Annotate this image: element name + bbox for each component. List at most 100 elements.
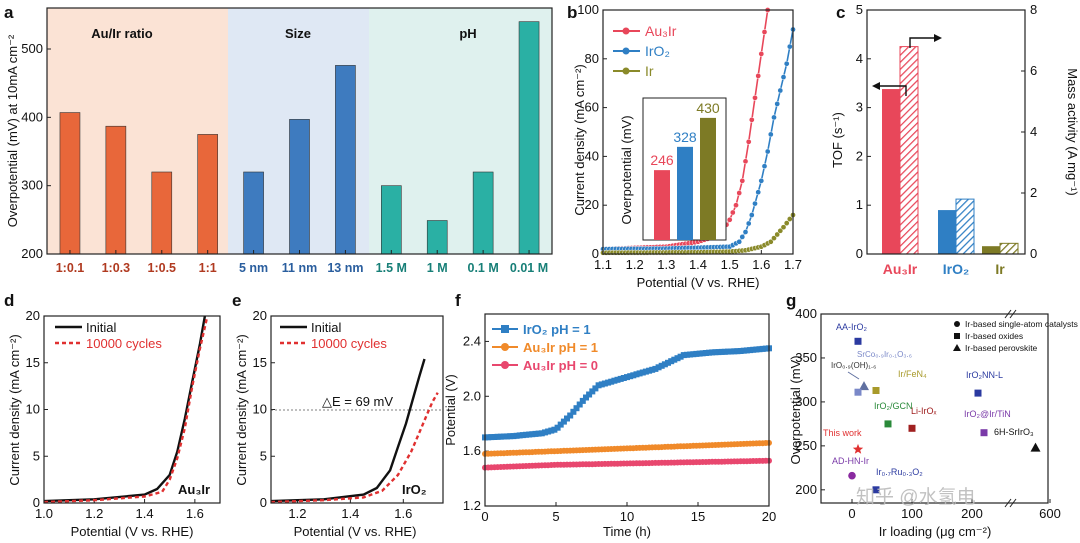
b-xtick-label-6: 1.7 [784,257,802,272]
c-arrowhead-right [934,34,942,42]
g-point-3 [872,387,880,394]
c-arrowhead-left [872,82,880,90]
f-legend-au3ir-ph0: Au₃Ir pH = 0 [523,358,598,373]
d-legend-cycles: 10000 cycles [86,336,162,351]
g-label-srcoiro: SrCo₀.₉Ir₀.₁O₃.₆ [857,350,912,359]
f-series-point-0-86 [753,346,760,353]
d-legend-initial: Initial [86,320,116,335]
b-series-point-1-52 [764,148,771,155]
f-series-point-0-17 [535,430,542,437]
f-series-point-0-1 [485,434,492,441]
f-series-point-0-16 [532,430,539,437]
f-series-point-0-81 [737,348,744,354]
e-y-axis-label: Current density (mA cm⁻²) [234,334,249,485]
f-series-point-0-56 [658,362,665,369]
f-series-point-0-44 [620,375,627,381]
f-series-point-0-38 [601,380,608,387]
b-series-point-2-53 [767,238,774,245]
a-group-title-size: Size [285,26,311,41]
a-ytick-label-3: 500 [21,41,43,56]
g-axis-break-3 [1004,498,1012,508]
b-series-point-2-56 [777,227,784,234]
e-delta-label: △E = 69 mV [322,394,393,409]
a-ytick-label-2: 400 [21,109,43,124]
a-bar-1-1 [289,119,310,255]
b-xtick-label-1: 1.2 [626,257,644,272]
f-series-point-0-39 [605,379,612,386]
c-left-ytick-label-2: 2 [856,148,863,163]
c-right-ytick-label-3: 6 [1030,63,1037,78]
b-series-point-0-48 [752,94,758,101]
b-series-point-1-46 [745,220,752,227]
g-legend-sac: Ir-based single-atom catalysts [965,319,1078,329]
f-series-point-0-49 [636,370,643,377]
f-series-point-0-58 [665,359,671,366]
a-category-label-2-2: 0.1 M [468,261,499,275]
f-series-point-0-6 [500,433,507,440]
f-series-point-0-8 [507,433,514,440]
c-left-ytick-label-1: 1 [856,197,863,212]
f-series-point-0-5 [497,433,504,440]
b-legend-marker-au3ir [622,27,630,35]
b-series-point-2-55 [774,231,781,238]
f-series-point-0-51 [642,368,649,375]
chart-d: 0 5 10 15 20 1.0 1.2 1.4 1.6 Initial 10000 cycle… [7,308,221,539]
b-series-point-1-53 [767,131,774,138]
c-bars: Au₃Ir IrO₂ Ir [882,46,1019,277]
g-label-iro-oh: IrO₀.₉(OH)₁.₆ [831,361,876,370]
g-points [847,337,1041,494]
f-series-point-0-4 [494,433,501,440]
f-series-point-0-13 [523,431,529,438]
a-y-ticks: 200 300 400 500 [21,41,51,261]
f-series-point-0-53 [649,366,656,373]
f-ytick-label-3: 2.4 [463,333,481,348]
f-series-point-0-19 [542,429,548,436]
g-point-5 [884,420,892,428]
a-category-label-1-2: 13 nm [327,261,363,275]
g-point-8 [1030,442,1041,452]
g-ytick-label-0: 200 [795,482,817,497]
f-series-point-0-62 [677,353,684,360]
f-series-point-0-55 [655,364,662,371]
g-point-0 [854,337,862,345]
f-series-point-0-69 [699,350,706,357]
f-series-point-0-14 [526,431,533,438]
e-ytick-label-3: 15 [253,355,267,370]
a-category-label-2-0: 1.5 M [376,261,407,275]
a-category-label-0-0: 1:0.1 [56,261,85,275]
watermark: 知乎 @水氢电 [856,486,976,508]
b-inset-bar-label-1: 328 [673,129,697,145]
a-bar-0-2 [151,171,173,255]
b-series-point-0-45 [742,158,749,165]
b-series-point-1-44 [739,234,746,240]
a-category-label-2-3: 0.01 M [510,261,548,275]
f-legend: IrO₂ pH = 1 Au₃Ir pH = 1 Au₃Ir pH = 0 [492,322,598,373]
f-series-point-0-85 [750,346,757,353]
f-xtick-label-1: 5 [552,509,559,524]
b-series-point-1-47 [748,212,755,218]
d-xtick-label-3: 1.6 [186,506,204,521]
chart-e: 0 5 10 15 20 1.2 1.4 1.6 Initial 10000 cycles △… [234,308,444,539]
d-xtick-label-2: 1.4 [136,506,154,521]
b-series-point-0-40 [726,216,733,223]
f-series-point-0-64 [684,351,690,358]
a-plot-frame [46,7,553,255]
f-series-point-0-21 [548,427,555,434]
g-ytick-label-3: 350 [795,350,817,365]
f-series-point-0-47 [630,372,637,379]
c-category-label-0: Au₃Ir [883,261,918,277]
f-series-point-0-45 [624,374,630,381]
b-series-point-1-51 [761,163,768,170]
g-point-4 [974,389,982,397]
b-ytick-label-1: 20 [585,197,599,212]
b-ytick-label-3: 60 [585,100,599,115]
f-series-point-0-7 [504,433,511,440]
b-inset: 246 328 430 Overpotential (mV) [619,97,727,241]
b-series-point-2-58 [783,220,790,226]
c-left-ytick-label-3: 3 [856,100,863,115]
f-series-point-0-46 [627,373,634,380]
a-category-label-1-1: 11 nm [282,261,317,275]
f-series-point-0-68 [696,350,703,357]
b-series-point-1-56 [777,87,784,94]
